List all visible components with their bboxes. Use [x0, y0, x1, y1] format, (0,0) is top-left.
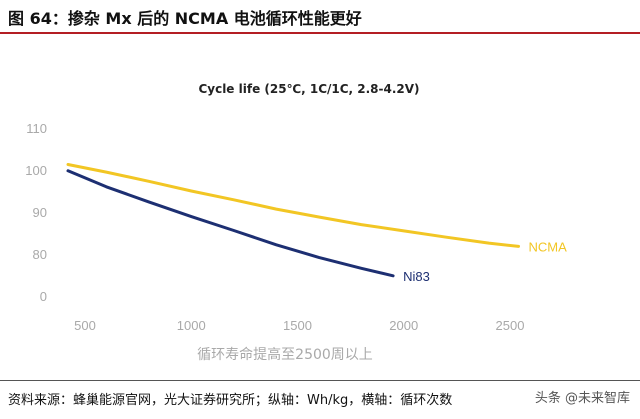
x-axis-ticks: 500 1000 1500 2000 2500	[74, 318, 524, 333]
y-tick-label: 0	[40, 289, 47, 304]
figure-title: 图 64：掺杂 Mx 后的 NCMA 电池循环性能更好	[8, 9, 362, 28]
watermark: 头条 @未来智库	[530, 387, 634, 406]
title-rule	[0, 32, 640, 34]
series-line-ni83	[66, 169, 395, 278]
series-layer: NCMA Ni83	[66, 163, 568, 284]
x-tick-label: 2000	[389, 318, 418, 333]
y-tick-label: 100	[25, 163, 47, 178]
x-tick-label: 1500	[283, 318, 312, 333]
y-tick-label: 80	[33, 247, 47, 262]
x-tick-label: 2500	[496, 318, 525, 333]
source-rule	[0, 380, 640, 381]
y-axis-ticks: 0 80 90 100 110	[25, 121, 47, 304]
x-axis-label: 循环寿命提高至2500周以上	[197, 346, 373, 363]
series-label-ncma: NCMA	[529, 239, 568, 254]
series-label-ni83: Ni83	[403, 269, 430, 284]
x-tick-label: 500	[74, 318, 96, 333]
y-tick-label: 90	[33, 205, 47, 220]
cycle-life-chart: Cycle life (25℃, 1C/1C, 2.8-4.2V) 0 80 90 1…	[25, 82, 568, 363]
x-tick-label: 1000	[177, 318, 206, 333]
series-line-ncma	[66, 163, 520, 248]
y-tick-label: 110	[26, 121, 47, 136]
source-note: 资料来源：蜂巢能源官网，光大证券研究所；纵轴：Wh/kg，横轴：循环次数	[8, 393, 453, 408]
chart-title: Cycle life (25℃, 1C/1C, 2.8-4.2V)	[198, 82, 419, 96]
